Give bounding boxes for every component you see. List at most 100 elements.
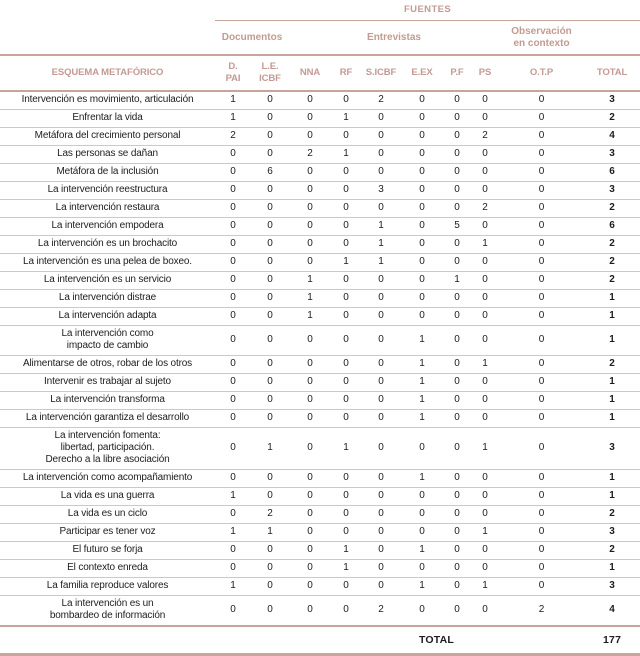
cell-value: 0 — [499, 127, 584, 146]
cell-value: 1 — [251, 523, 289, 542]
col-ps: PS — [471, 55, 499, 92]
cell-value: 0 — [401, 289, 443, 308]
cell-value: 1 — [401, 373, 443, 392]
row-total: 2 — [584, 235, 640, 254]
row-label: La intervención es una pelea de boxeo. — [0, 253, 215, 272]
table-row: La intervención es un bombardeo de infor… — [0, 595, 640, 627]
cell-value: 0 — [215, 409, 251, 428]
cell-value: 0 — [471, 145, 499, 164]
table-row: La intervención como impacto de cambio 0 0… — [0, 325, 640, 356]
cell-value: 1 — [401, 577, 443, 596]
cell-value: 0 — [471, 109, 499, 128]
cell-value: 0 — [443, 469, 471, 488]
row-total: 4 — [584, 595, 640, 627]
cell-value: 1 — [331, 559, 361, 578]
row-total: 2 — [584, 505, 640, 524]
row-label: Alimentarse de otros, robar de los otros — [0, 355, 215, 374]
cell-value: 0 — [251, 487, 289, 506]
cell-value: 0 — [499, 163, 584, 182]
cell-value: 0 — [401, 145, 443, 164]
table-row: Enfrentar la vida 1 0 0 1 0 0 0 0 0 2 — [0, 109, 640, 128]
cell-value: 1 — [331, 145, 361, 164]
cell-value: 0 — [251, 469, 289, 488]
cell-value: 0 — [215, 271, 251, 290]
cell-value: 0 — [361, 487, 401, 506]
table-row: Metáfora del crecimiento personal 2 0 0 0 0 0 0… — [0, 127, 640, 146]
cell-value: 0 — [361, 541, 401, 560]
cell-value: 0 — [471, 487, 499, 506]
row-label: Intervenir es trabajar al sujeto — [0, 373, 215, 392]
row-total: 2 — [584, 271, 640, 290]
cell-value: 0 — [215, 469, 251, 488]
row-total: 1 — [584, 373, 640, 392]
col-p-f: P.F — [443, 55, 471, 92]
table-row: El contexto enreda 0 0 0 1 0 0 0 0 0 1 — [0, 559, 640, 578]
cell-value: 0 — [471, 307, 499, 326]
cell-value: 0 — [215, 427, 251, 470]
row-total: 1 — [584, 289, 640, 308]
row-label: Las personas se dañan — [0, 145, 215, 164]
cell-value: 0 — [471, 90, 499, 110]
cell-value: 0 — [289, 559, 331, 578]
cell-value: 1 — [289, 289, 331, 308]
cell-value: 0 — [471, 409, 499, 428]
cell-value: 0 — [361, 469, 401, 488]
cell-value: 0 — [499, 235, 584, 254]
col-le-icbf: L.E. ICBF — [251, 55, 289, 92]
cell-value: 0 — [251, 127, 289, 146]
cell-value: 0 — [251, 217, 289, 236]
cell-value: 1 — [361, 253, 401, 272]
cell-value: 0 — [443, 577, 471, 596]
row-label: Intervención es movimiento, articulación — [0, 90, 215, 110]
cell-value: 0 — [215, 253, 251, 272]
row-label: La intervención fomenta: libertad, parti… — [0, 427, 215, 470]
cell-value: 0 — [471, 541, 499, 560]
cell-value: 0 — [215, 199, 251, 218]
cell-value: 0 — [443, 505, 471, 524]
cell-value: 0 — [361, 505, 401, 524]
cell-value: 0 — [471, 469, 499, 488]
cell-value: 0 — [443, 427, 471, 470]
row-label: Metáfora del crecimiento personal — [0, 127, 215, 146]
cell-value: 0 — [443, 289, 471, 308]
table-row: La intervención es una pelea de boxeo. 0 0… — [0, 253, 640, 272]
cell-value: 0 — [215, 325, 251, 356]
cell-value: 0 — [361, 559, 401, 578]
cell-value: 1 — [401, 391, 443, 410]
cell-value: 1 — [215, 523, 251, 542]
cell-value: 2 — [251, 505, 289, 524]
cell-value: 0 — [361, 127, 401, 146]
cell-value: 0 — [251, 595, 289, 627]
grand-total-label: TOTAL — [289, 624, 584, 656]
cell-value: 0 — [251, 253, 289, 272]
group-entrevistas: Entrevistas — [289, 20, 499, 56]
cell-value: 0 — [331, 235, 361, 254]
cell-value: 0 — [289, 355, 331, 374]
cell-value: 0 — [443, 199, 471, 218]
cell-value: 2 — [499, 595, 584, 627]
cell-value: 0 — [443, 127, 471, 146]
cell-value: 0 — [289, 90, 331, 110]
cell-value: 0 — [401, 181, 443, 200]
cell-value: 0 — [331, 127, 361, 146]
row-total: 2 — [584, 541, 640, 560]
row-label: La intervención adapta — [0, 307, 215, 326]
blank-cell — [0, 20, 215, 56]
row-total: 1 — [584, 469, 640, 488]
cell-value: 0 — [215, 355, 251, 374]
cell-value: 0 — [499, 145, 584, 164]
cell-value: 0 — [443, 181, 471, 200]
table-row: Intervención es movimiento, articulación… — [0, 90, 640, 110]
row-total: 1 — [584, 391, 640, 410]
cell-value: 0 — [499, 373, 584, 392]
cell-value: 0 — [361, 355, 401, 374]
cell-value: 0 — [251, 325, 289, 356]
grand-total-row: TOTAL 177 — [0, 624, 640, 656]
cell-value: 1 — [401, 409, 443, 428]
cell-value: 0 — [499, 523, 584, 542]
cell-value: 0 — [289, 523, 331, 542]
cell-value: 0 — [443, 595, 471, 627]
table-row: La intervención es un brochacito 0 0 0 0 1 0 0 1… — [0, 235, 640, 254]
col-rf: RF — [331, 55, 361, 92]
cell-value: 0 — [251, 181, 289, 200]
